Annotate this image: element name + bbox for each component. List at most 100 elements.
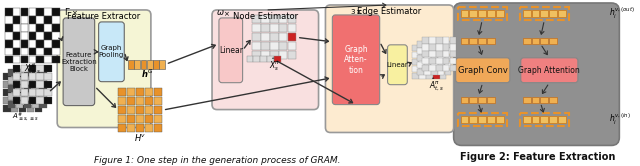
Bar: [13, 24, 20, 32]
Bar: [36, 56, 44, 63]
Text: $\boldsymbol{h}^G$: $\boldsymbol{h}^G$: [141, 68, 153, 80]
Bar: [36, 24, 44, 32]
Bar: [458, 113, 507, 125]
Bar: [40, 77, 47, 84]
Bar: [424, 62, 431, 68]
Bar: [136, 106, 144, 114]
Bar: [487, 10, 495, 17]
Bar: [36, 89, 44, 96]
FancyBboxPatch shape: [63, 18, 95, 106]
Bar: [450, 51, 456, 57]
Bar: [19, 89, 26, 96]
Bar: [422, 51, 429, 57]
Bar: [417, 48, 424, 54]
Bar: [431, 48, 438, 54]
Bar: [496, 10, 504, 17]
Bar: [458, 7, 507, 20]
Bar: [16, 69, 24, 76]
Bar: [52, 40, 60, 47]
Bar: [422, 37, 429, 43]
Bar: [419, 59, 426, 65]
Bar: [20, 8, 28, 16]
Bar: [13, 89, 20, 96]
Bar: [20, 56, 28, 63]
Bar: [279, 15, 287, 23]
Bar: [35, 73, 42, 80]
Text: $h^{v,(out)}_i$: $h^{v,(out)}_i$: [609, 6, 636, 21]
Bar: [31, 77, 39, 84]
Bar: [424, 41, 431, 47]
Bar: [118, 124, 127, 132]
Bar: [445, 62, 451, 68]
Bar: [440, 45, 447, 51]
Bar: [450, 44, 456, 50]
Bar: [27, 97, 34, 104]
Text: Node Estimator: Node Estimator: [233, 12, 298, 21]
Bar: [40, 85, 47, 92]
Bar: [13, 40, 20, 47]
Bar: [549, 116, 557, 123]
Bar: [136, 88, 144, 96]
Bar: [426, 66, 433, 72]
Bar: [8, 93, 15, 100]
Bar: [36, 40, 44, 47]
Bar: [154, 115, 162, 123]
Bar: [13, 8, 20, 16]
Bar: [279, 42, 287, 50]
Bar: [36, 48, 44, 55]
Bar: [436, 37, 442, 43]
Bar: [433, 66, 440, 72]
Bar: [431, 41, 438, 47]
Bar: [35, 97, 42, 104]
Bar: [36, 73, 44, 80]
Bar: [27, 89, 34, 96]
Bar: [3, 97, 10, 104]
Bar: [31, 93, 39, 100]
Bar: [288, 51, 296, 59]
Bar: [36, 65, 44, 72]
Text: $\times$: $\times$: [70, 9, 77, 17]
Bar: [445, 48, 451, 54]
Bar: [419, 52, 426, 58]
Bar: [19, 105, 26, 112]
Bar: [279, 51, 287, 59]
Bar: [540, 10, 548, 17]
Bar: [478, 97, 486, 103]
Bar: [426, 52, 433, 58]
Bar: [44, 24, 52, 32]
Bar: [412, 73, 419, 79]
Bar: [288, 24, 296, 32]
Bar: [44, 40, 52, 47]
Bar: [469, 10, 477, 17]
Text: $A^{\#}_{\leq s, \leq s}$: $A^{\#}_{\leq s, \leq s}$: [12, 111, 39, 124]
Bar: [52, 56, 60, 63]
Bar: [44, 32, 52, 40]
Bar: [436, 65, 442, 71]
Bar: [429, 44, 436, 50]
Text: $h^{v,(in)}_i$: $h^{v,(in)}_i$: [609, 111, 632, 127]
Bar: [24, 101, 31, 108]
Bar: [31, 101, 39, 108]
Bar: [29, 73, 36, 80]
Text: $X^{\#}_{\leq s}$: $X^{\#}_{\leq s}$: [24, 61, 41, 76]
Bar: [24, 69, 31, 76]
Bar: [279, 33, 287, 41]
Bar: [13, 32, 20, 40]
Bar: [27, 105, 34, 112]
Bar: [443, 44, 449, 50]
Bar: [52, 16, 60, 24]
Bar: [128, 60, 134, 69]
Bar: [445, 69, 451, 75]
Bar: [20, 16, 28, 24]
Bar: [44, 65, 52, 72]
Bar: [31, 85, 39, 92]
Bar: [159, 60, 165, 69]
FancyBboxPatch shape: [332, 15, 380, 105]
Bar: [261, 33, 269, 41]
Bar: [19, 81, 26, 88]
Bar: [288, 33, 296, 41]
Text: Graph
Pooling: Graph Pooling: [99, 45, 124, 58]
Bar: [433, 73, 440, 79]
Bar: [419, 45, 426, 51]
Bar: [20, 65, 28, 72]
